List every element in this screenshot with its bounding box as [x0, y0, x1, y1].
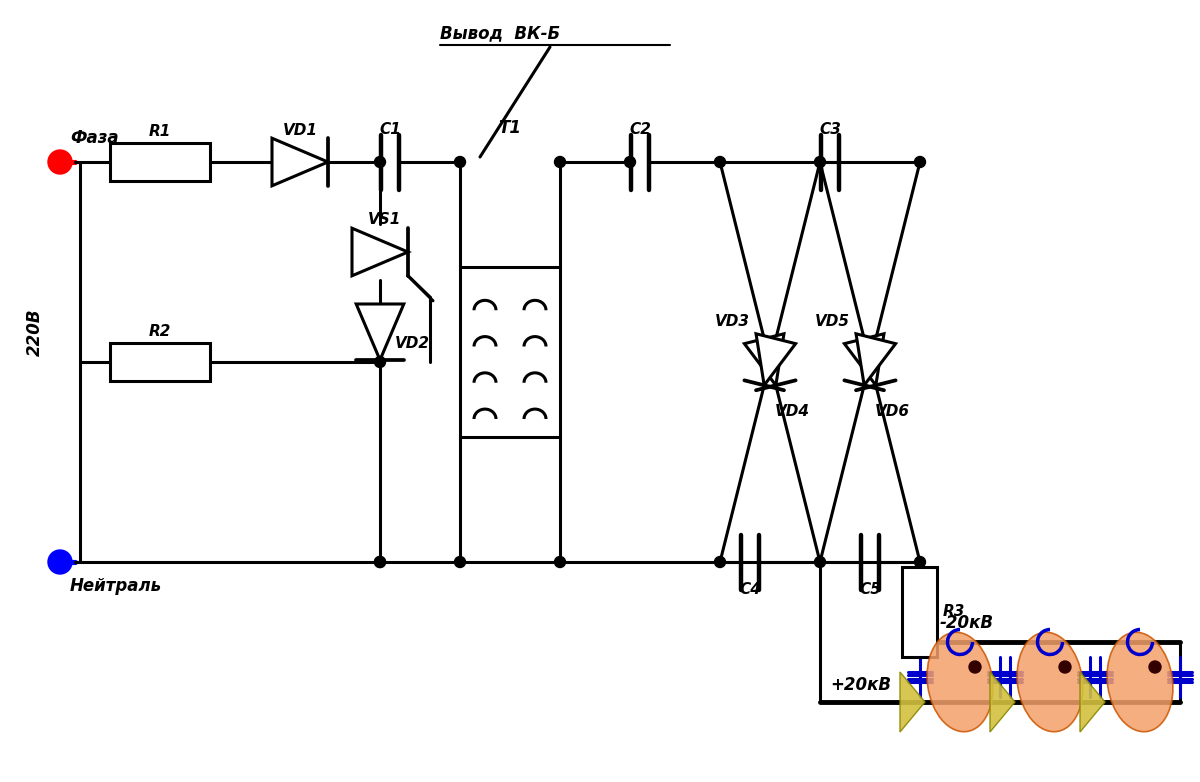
- Text: T1: T1: [498, 119, 522, 137]
- Circle shape: [714, 156, 726, 167]
- Polygon shape: [1080, 672, 1105, 732]
- Polygon shape: [900, 672, 925, 732]
- Circle shape: [48, 550, 72, 574]
- Circle shape: [1148, 661, 1160, 673]
- Polygon shape: [356, 304, 403, 360]
- Circle shape: [455, 557, 466, 568]
- Text: 220В: 220В: [26, 308, 44, 356]
- Circle shape: [815, 156, 826, 167]
- Circle shape: [374, 557, 385, 568]
- Text: +20кВ: +20кВ: [830, 676, 890, 694]
- Polygon shape: [352, 228, 408, 276]
- Circle shape: [455, 156, 466, 167]
- Text: R2: R2: [149, 324, 172, 339]
- Text: VD2: VD2: [395, 336, 430, 351]
- Circle shape: [48, 150, 72, 174]
- Text: VD4: VD4: [775, 404, 810, 419]
- Text: VS1: VS1: [368, 212, 402, 227]
- Polygon shape: [990, 672, 1015, 732]
- Circle shape: [554, 557, 565, 568]
- Polygon shape: [744, 334, 784, 386]
- Text: VD1: VD1: [282, 123, 318, 138]
- Circle shape: [554, 156, 565, 167]
- Circle shape: [968, 661, 980, 673]
- Text: C2: C2: [629, 122, 650, 137]
- Text: Нейтраль: Нейтраль: [70, 577, 162, 595]
- Text: C3: C3: [820, 122, 841, 137]
- Circle shape: [1058, 661, 1070, 673]
- Text: R1: R1: [149, 124, 172, 139]
- Bar: [902, 567, 937, 657]
- Ellipse shape: [1108, 633, 1172, 732]
- Circle shape: [914, 557, 925, 568]
- Circle shape: [624, 156, 636, 167]
- Polygon shape: [756, 334, 796, 386]
- Text: C5: C5: [859, 582, 881, 597]
- Circle shape: [815, 557, 826, 568]
- Bar: [110, 343, 210, 381]
- Text: Вывод  ВК-Б: Вывод ВК-Б: [440, 24, 560, 42]
- Polygon shape: [856, 334, 895, 386]
- Bar: [460, 267, 560, 437]
- Text: R3: R3: [943, 604, 965, 619]
- Circle shape: [374, 557, 385, 568]
- Ellipse shape: [1018, 633, 1082, 732]
- Polygon shape: [272, 138, 328, 186]
- Text: C4: C4: [739, 582, 761, 597]
- Circle shape: [374, 357, 385, 368]
- Text: -20кВ: -20кВ: [940, 614, 994, 632]
- Text: VD3: VD3: [715, 314, 750, 329]
- Text: VD6: VD6: [875, 404, 910, 419]
- Circle shape: [374, 156, 385, 167]
- Circle shape: [914, 156, 925, 167]
- Bar: [110, 143, 210, 181]
- Text: VD5: VD5: [815, 314, 850, 329]
- Ellipse shape: [928, 633, 992, 732]
- Text: C1: C1: [379, 122, 401, 137]
- Circle shape: [714, 557, 726, 568]
- Text: Фаза: Фаза: [70, 129, 119, 147]
- Polygon shape: [845, 334, 884, 386]
